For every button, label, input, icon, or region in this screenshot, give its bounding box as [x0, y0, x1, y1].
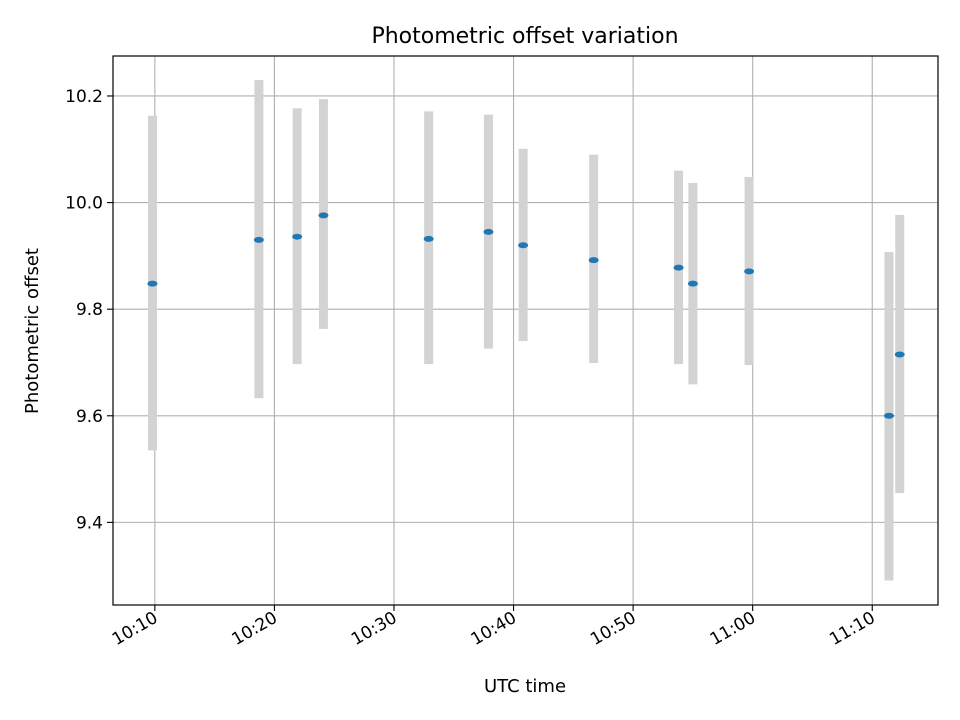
- data-point: [673, 264, 684, 271]
- data-point: [423, 235, 434, 242]
- y-tick-label: 9.6: [76, 407, 103, 427]
- y-tick-label: 10.2: [65, 87, 103, 107]
- data-point: [483, 228, 494, 235]
- y-axis-ticks: 9.4 9.6 9.8 10.0 10.2: [65, 87, 113, 533]
- data-markers: [147, 212, 905, 419]
- data-point: [518, 242, 529, 249]
- data-point: [318, 212, 329, 219]
- plot-frame: [112, 55, 939, 606]
- chart-title: Photometric offset variation: [371, 24, 678, 49]
- data-point: [253, 236, 264, 243]
- y-tick-label: 10.0: [65, 194, 103, 214]
- data-point: [687, 280, 698, 287]
- data-point: [894, 351, 905, 358]
- y-axis-label: Photometric offset: [22, 248, 43, 414]
- data-point: [744, 268, 755, 275]
- data-point: [883, 412, 894, 419]
- data-point: [588, 257, 599, 264]
- data-point: [147, 280, 158, 287]
- y-tick-label: 9.8: [76, 300, 103, 320]
- y-tick-label: 9.4: [76, 513, 103, 533]
- data-point: [292, 233, 303, 240]
- x-axis-label: UTC time: [484, 676, 566, 697]
